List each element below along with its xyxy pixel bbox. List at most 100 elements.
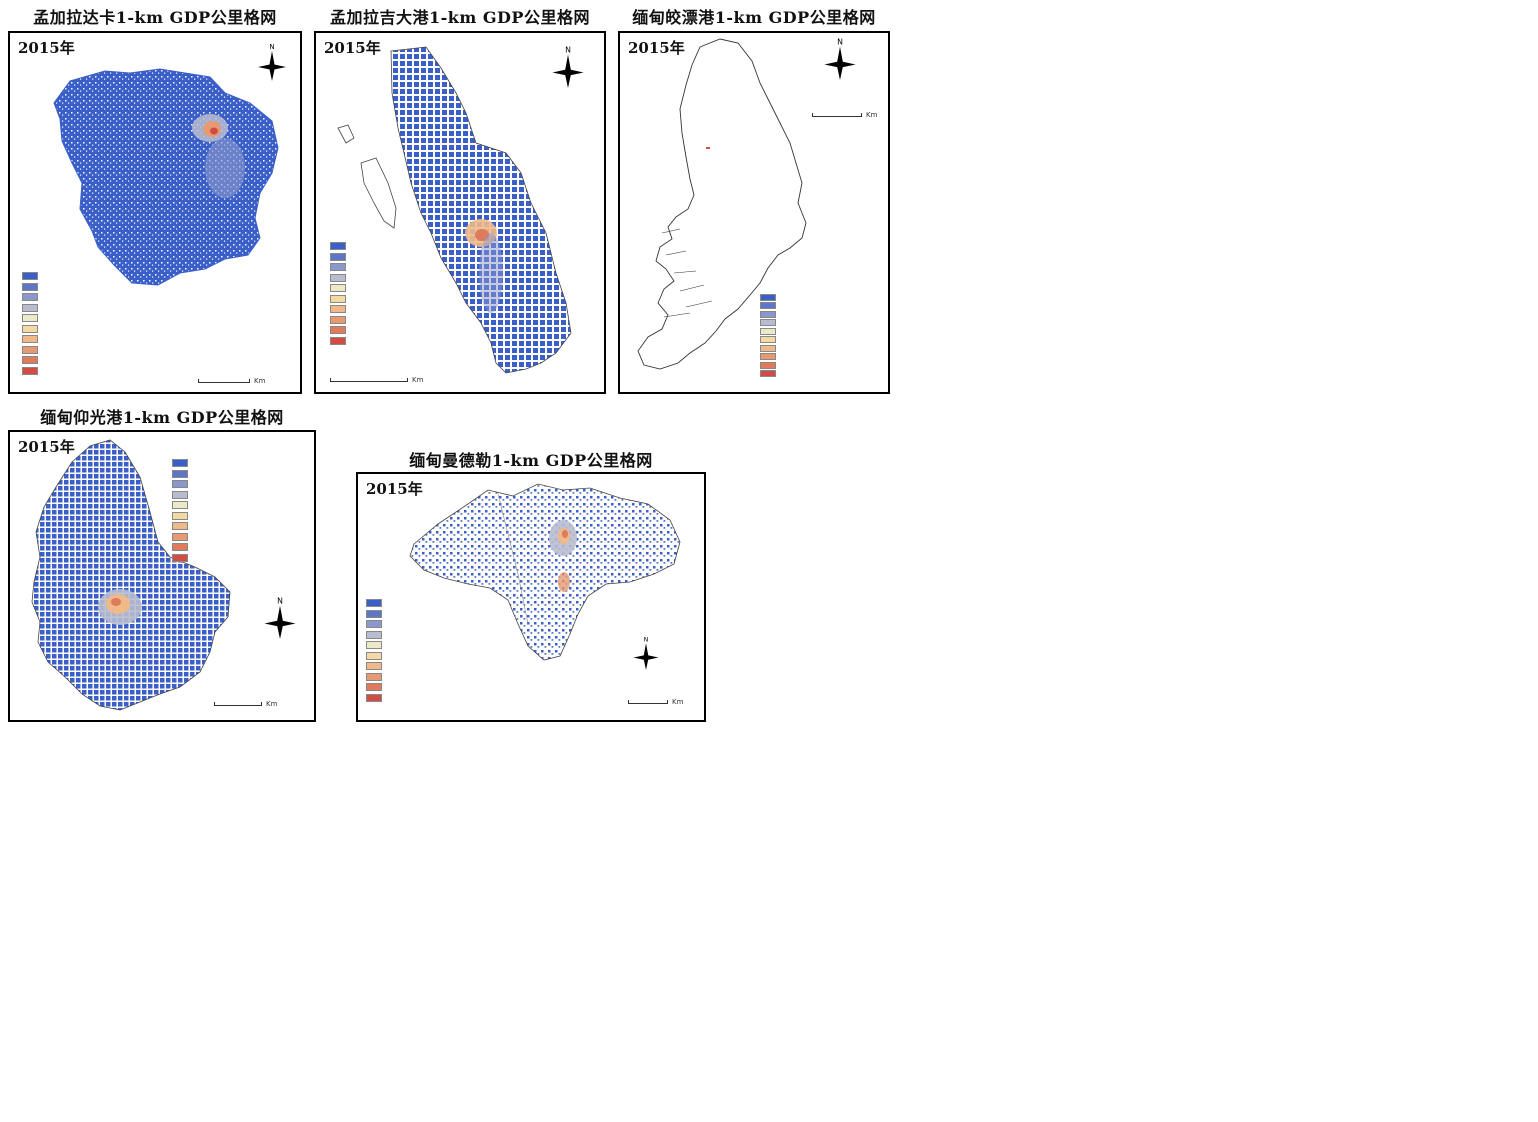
legend-swatch xyxy=(760,310,776,318)
panel-title-kyaukphyu: 缅甸皎漂港1-km GDP公里格网 xyxy=(632,8,876,27)
legend-swatch xyxy=(172,532,188,541)
legend-row xyxy=(366,693,385,704)
legend-swatch xyxy=(22,272,38,281)
map-frame-kyaukphyu: 2015年 N Km xyxy=(618,31,890,394)
legend-row xyxy=(366,672,385,683)
legend-row xyxy=(172,490,191,501)
legend-swatch xyxy=(22,303,38,312)
legend-row xyxy=(760,353,779,362)
north-arrow-icon: N xyxy=(264,596,296,639)
legend-swatch xyxy=(366,651,382,660)
legend-row xyxy=(760,310,779,319)
legend-row xyxy=(330,283,349,294)
legend-row xyxy=(330,304,349,315)
legend-title xyxy=(22,259,41,271)
legend-swatch xyxy=(330,315,346,324)
legend-swatch xyxy=(366,620,382,629)
legend-swatch xyxy=(330,252,346,261)
legend-swatch xyxy=(22,314,38,323)
north-arrow-icon: N xyxy=(552,45,584,88)
legend-swatch xyxy=(760,370,776,378)
legend-swatch xyxy=(172,553,188,562)
legend-swatch xyxy=(172,459,188,468)
legend-mandalay xyxy=(366,586,385,703)
legend-swatch xyxy=(330,326,346,335)
legend-swatch xyxy=(330,242,346,251)
legend-row xyxy=(172,542,191,553)
panel-title-yangon: 缅甸仰光港1-km GDP公里格网 xyxy=(40,408,284,427)
legend-swatch xyxy=(760,302,776,310)
legend-row xyxy=(22,271,41,282)
legend-row xyxy=(366,682,385,693)
legend-row xyxy=(760,344,779,353)
legend-swatch xyxy=(172,480,188,489)
legend-swatch xyxy=(172,490,188,499)
legend-swatch xyxy=(22,366,38,375)
north-arrow-icon: N xyxy=(824,37,856,80)
scale-bar-line xyxy=(198,379,250,383)
north-arrow-icon: N xyxy=(258,43,286,81)
legend-swatch xyxy=(760,361,776,369)
legend-row xyxy=(330,241,349,252)
yangon-region xyxy=(31,439,231,711)
scale-unit: Km xyxy=(254,377,266,385)
legend-row xyxy=(22,313,41,324)
dhaka-region xyxy=(53,68,279,286)
legend-row xyxy=(172,500,191,511)
chittagong-region xyxy=(390,46,572,374)
legend-row xyxy=(760,293,779,302)
legend-swatch xyxy=(760,336,776,344)
legend-row xyxy=(366,661,385,672)
legend-row xyxy=(366,619,385,630)
mandalay-region xyxy=(409,483,681,661)
legend-row xyxy=(22,292,41,303)
legend-swatch xyxy=(330,305,346,314)
legend-swatch xyxy=(330,263,346,272)
legend-swatch xyxy=(22,282,38,291)
legend-row xyxy=(172,521,191,532)
kyaukphyu-coastline xyxy=(637,38,807,370)
legend-row xyxy=(172,532,191,543)
legend-row xyxy=(760,327,779,336)
legend-kyaukphyu xyxy=(760,281,779,378)
north-arrow-icon: N xyxy=(633,637,659,670)
legend-row xyxy=(22,303,41,314)
legend-swatch xyxy=(366,599,382,608)
legend-row xyxy=(330,336,349,347)
north-label: N xyxy=(644,637,649,644)
legend-dhaka xyxy=(22,259,41,376)
legend-row xyxy=(22,282,41,293)
legend-row xyxy=(172,479,191,490)
legend-swatch xyxy=(172,522,188,531)
map-frame-yangon: 2015年 N Km xyxy=(8,430,316,722)
legend-row xyxy=(760,361,779,370)
legend-swatch xyxy=(172,469,188,478)
legend-row xyxy=(172,469,191,480)
legend-swatch xyxy=(760,327,776,335)
scale-bar-line xyxy=(628,700,668,704)
legend-row xyxy=(330,273,349,284)
map-dhaka xyxy=(53,68,279,286)
legend-swatch xyxy=(22,335,38,344)
legend-row xyxy=(22,345,41,356)
legend-chittagong xyxy=(330,229,349,346)
island xyxy=(360,157,397,229)
legend-row xyxy=(366,640,385,651)
legend-row xyxy=(172,458,191,469)
legend-row xyxy=(760,336,779,345)
legend-row xyxy=(366,630,385,641)
legend-swatch xyxy=(22,293,38,302)
legend-row xyxy=(366,598,385,609)
legend-swatch xyxy=(172,501,188,510)
legend-row xyxy=(330,294,349,305)
scale-bar-line xyxy=(330,378,408,382)
legend-swatch xyxy=(366,672,382,681)
legend-title xyxy=(760,281,779,293)
legend-swatch xyxy=(760,344,776,352)
north-label: N xyxy=(837,37,843,46)
north-label: N xyxy=(277,596,283,605)
legend-swatch xyxy=(366,630,382,639)
legend-row xyxy=(22,366,41,377)
legend-swatch xyxy=(760,319,776,327)
panel-title-dhaka: 孟加拉达卡1-km GDP公里格网 xyxy=(33,8,277,27)
